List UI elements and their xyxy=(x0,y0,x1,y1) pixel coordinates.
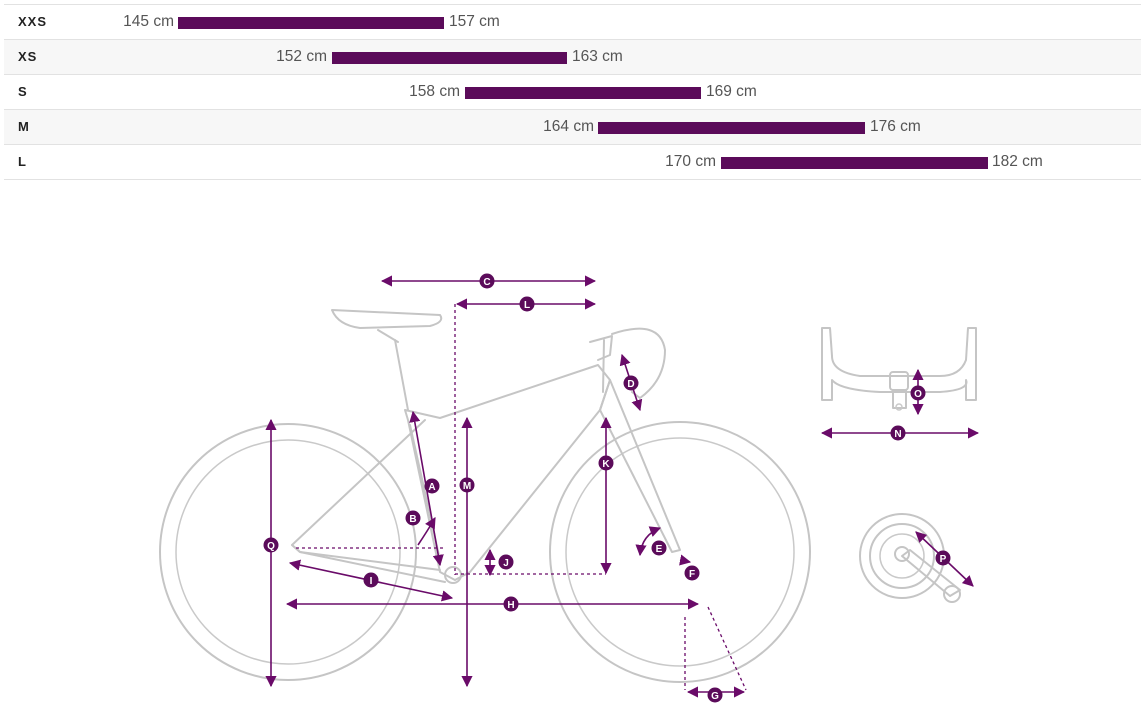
badge-k: K xyxy=(598,455,614,471)
svg-text:K: K xyxy=(602,459,610,470)
badge-d: D xyxy=(623,375,639,391)
handlebar-top-view xyxy=(821,327,977,411)
svg-text:B: B xyxy=(409,514,416,525)
height-min-label: 158 cm xyxy=(409,83,460,100)
svg-text:I: I xyxy=(370,576,373,587)
handlebar xyxy=(611,327,666,399)
size-name: XXS xyxy=(18,14,48,29)
svg-text:P: P xyxy=(940,554,947,565)
badge-g: G xyxy=(707,687,723,703)
svg-text:A: A xyxy=(428,482,435,493)
badge-a: A xyxy=(424,478,440,494)
svg-text:J: J xyxy=(503,558,509,569)
height-range-bar xyxy=(598,122,865,134)
height-max-label: 163 cm xyxy=(572,48,623,65)
svg-text:C: C xyxy=(483,277,490,288)
svg-text:O: O xyxy=(914,389,922,400)
svg-text:D: D xyxy=(627,379,634,390)
badge-q: Q xyxy=(263,537,279,553)
svg-text:Q: Q xyxy=(267,541,275,552)
svg-text:G: G xyxy=(711,691,719,702)
badge-e: E xyxy=(651,540,667,556)
fork xyxy=(599,379,681,553)
height-range-bar xyxy=(332,52,567,64)
size-name: S xyxy=(18,84,28,99)
height-max-label: 157 cm xyxy=(449,13,500,30)
height-max-label: 182 cm xyxy=(992,153,1043,170)
svg-text:F: F xyxy=(689,569,695,580)
rear-wheel xyxy=(159,423,417,681)
height-range-bar xyxy=(465,87,701,99)
height-range-bar xyxy=(721,157,988,169)
size-row-xxs: XXS 145 cm 157 cm xyxy=(4,4,1141,39)
height-min-label: 164 cm xyxy=(543,118,594,135)
badge-f: F xyxy=(684,565,700,581)
badge-j: J xyxy=(498,554,514,570)
svg-text:N: N xyxy=(894,429,901,440)
badge-p: P xyxy=(935,550,951,566)
badge-b: B xyxy=(405,510,421,526)
badge-l: L xyxy=(519,296,535,312)
bike-outline xyxy=(159,309,811,683)
front-wheel xyxy=(549,421,811,683)
height-min-label: 170 cm xyxy=(665,153,716,170)
size-row-s: S 158 cm 169 cm xyxy=(4,74,1141,109)
size-row-l: L 170 cm 182 cm xyxy=(4,144,1141,180)
size-row-xs: XS 152 cm 163 cm xyxy=(4,39,1141,74)
dimension-lines xyxy=(265,275,980,698)
badge-h: H xyxy=(503,596,519,612)
saddle xyxy=(331,309,443,329)
svg-text:M: M xyxy=(463,481,471,492)
size-name: M xyxy=(18,119,30,134)
svg-text:H: H xyxy=(507,600,514,611)
badge-m: M xyxy=(459,477,475,493)
badge-i: I xyxy=(363,572,379,588)
height-min-label: 145 cm xyxy=(123,13,174,30)
height-max-label: 176 cm xyxy=(870,118,921,135)
size-name: L xyxy=(18,154,27,169)
badge-c: C xyxy=(479,273,495,289)
size-name: XS xyxy=(18,49,38,64)
height-min-label: 152 cm xyxy=(276,48,327,65)
height-max-label: 169 cm xyxy=(706,83,757,100)
svg-text:E: E xyxy=(656,544,663,555)
svg-text:L: L xyxy=(524,300,530,311)
badge-o: O xyxy=(910,385,926,401)
height-range-bar xyxy=(178,17,444,29)
size-row-m: M 164 cm 176 cm xyxy=(4,109,1141,144)
badge-n: N xyxy=(890,425,906,441)
